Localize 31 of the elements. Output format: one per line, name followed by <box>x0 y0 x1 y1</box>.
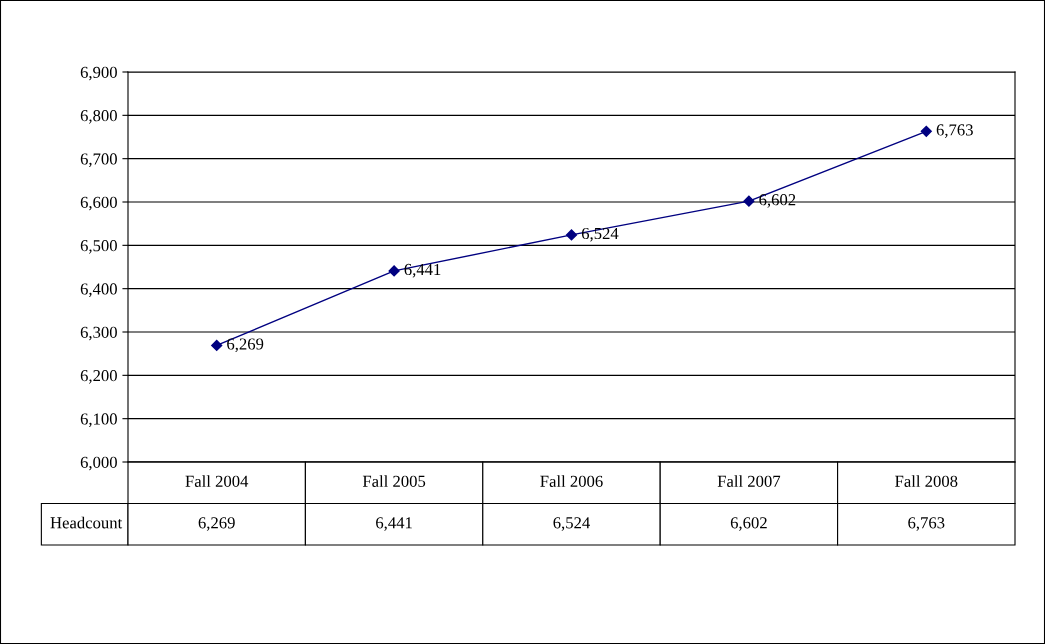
text: 6,524 <box>581 227 619 242</box>
y-tick-label: 6,600 <box>80 196 117 211</box>
x-tick-label: Fall 2008 <box>895 475 958 487</box>
y-tick-label: 6,900 <box>80 66 117 81</box>
text: 6,763 <box>936 124 973 138</box>
y-tick-label: 6,700 <box>80 153 117 168</box>
x-tick-label: Fall 2007 <box>717 475 781 487</box>
y-tick-label: 6,400 <box>80 283 117 298</box>
text: 6,269 <box>227 338 264 352</box>
x-tick-label: Fall 2004 <box>185 475 249 487</box>
y-tick-label: 6,800 <box>80 110 117 124</box>
text: 6,441 <box>404 263 441 278</box>
y-tick-label: 6,100 <box>80 413 117 428</box>
data-label: 6,602 <box>730 517 767 531</box>
data-label: 6,441 <box>376 517 412 531</box>
point <box>388 265 400 277</box>
y-tick-label: 6,500 <box>80 240 117 254</box>
point <box>211 339 223 352</box>
text: Headcount <box>50 516 123 529</box>
data-label: 6,524 <box>553 517 590 531</box>
x-tick-label: Fall 2006 <box>540 475 603 487</box>
x-tick-label: Fall 2005 <box>362 475 426 487</box>
data-label: 6,763 <box>908 517 945 531</box>
y-tick-label: 6,200 <box>80 370 117 384</box>
data-label: 6,269 <box>198 517 235 531</box>
point <box>920 125 932 137</box>
point <box>743 195 755 207</box>
text: 6,602 <box>759 194 796 208</box>
y-tick-label: 6,300 <box>80 326 117 341</box>
point <box>565 229 578 241</box>
y-tick-label: 6,000 <box>80 456 117 471</box>
